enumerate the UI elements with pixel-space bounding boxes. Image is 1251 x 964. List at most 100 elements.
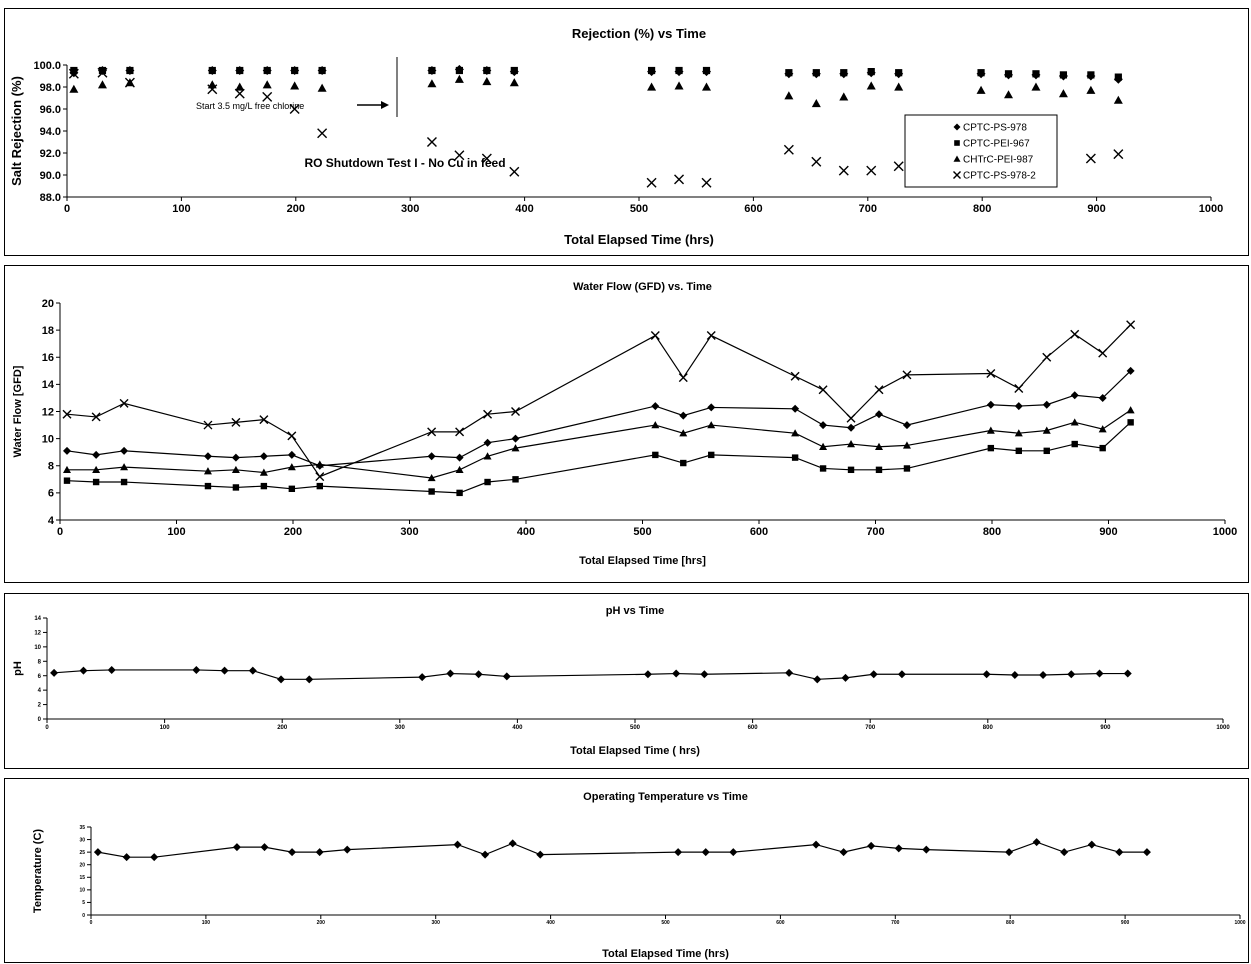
data-point — [124, 77, 135, 88]
data-point — [1067, 670, 1076, 679]
data-point — [428, 488, 435, 495]
x-tick-label: 500 — [633, 526, 651, 538]
legend-marker — [953, 123, 961, 131]
data-point — [893, 161, 904, 172]
data-point — [819, 442, 828, 450]
data-point — [482, 77, 492, 86]
data-point — [97, 80, 107, 89]
data-point — [874, 385, 884, 395]
data-point — [483, 452, 492, 460]
y-tick-label: 88.0 — [40, 192, 61, 204]
data-point — [1099, 444, 1106, 452]
x-tick-label: 0 — [64, 203, 70, 215]
x-tick-label: 200 — [287, 203, 305, 215]
x-tick-label: 800 — [983, 725, 994, 731]
data-point — [847, 440, 856, 448]
x-tick-label: 1000 — [1199, 203, 1223, 215]
data-point — [203, 420, 213, 430]
data-point — [819, 421, 828, 430]
data-point — [317, 83, 327, 92]
legend-marker — [954, 140, 960, 146]
data-point — [232, 843, 241, 852]
y-tick-label: 18 — [42, 325, 54, 337]
data-point — [260, 843, 269, 852]
data-point — [1058, 89, 1068, 98]
data-point — [672, 669, 681, 678]
data-point — [701, 177, 712, 188]
data-point — [902, 370, 912, 380]
data-point — [207, 80, 217, 89]
data-point — [846, 413, 856, 423]
chlorine-arrowhead — [381, 101, 389, 109]
data-point — [262, 80, 272, 89]
data-point — [508, 839, 517, 848]
data-point — [315, 472, 325, 482]
data-point — [91, 412, 101, 422]
data-point — [674, 848, 683, 857]
x-tick-label: 600 — [750, 526, 768, 538]
data-point — [454, 150, 465, 161]
x-tick-label: 600 — [748, 725, 759, 731]
data-point — [234, 88, 245, 99]
y-tick-label: 90.0 — [40, 170, 61, 182]
series-line — [66, 324, 1132, 478]
x-tick-label: 700 — [891, 920, 900, 926]
data-point — [839, 848, 848, 857]
temperature-chart-panel: Operating Temperature vs Time 0 100 200 300 4… — [4, 778, 1249, 963]
data-point — [902, 421, 911, 430]
y-tick-label: 10 — [42, 433, 54, 445]
x-tick-label: 200 — [284, 526, 302, 538]
data-point — [847, 466, 855, 474]
data-point — [1032, 838, 1041, 847]
data-point — [427, 427, 437, 437]
data-point — [120, 463, 129, 471]
data-point — [260, 482, 268, 490]
data-point — [454, 74, 464, 83]
data-point — [819, 465, 827, 472]
data-point — [678, 373, 688, 383]
data-point — [813, 675, 822, 684]
data-point — [1142, 848, 1151, 857]
x-tick-label: 1000 — [1216, 725, 1230, 731]
data-point — [288, 485, 296, 493]
x-tick-label: 300 — [400, 526, 418, 538]
x-tick-label: 100 — [160, 725, 171, 731]
data-point — [232, 484, 240, 491]
data-point — [122, 853, 131, 862]
data-point — [92, 465, 101, 474]
data-point — [652, 451, 659, 459]
data-point — [818, 385, 828, 395]
x-tick-label: 500 — [661, 920, 670, 926]
data-point — [120, 446, 129, 455]
y-tick-label: 35 — [79, 825, 85, 831]
data-point — [643, 670, 652, 679]
x-tick-label: 400 — [515, 203, 533, 215]
data-point — [98, 66, 107, 75]
data-point — [897, 670, 906, 679]
data-point — [1087, 840, 1096, 849]
legend-box — [904, 114, 1058, 188]
data-point — [1126, 406, 1135, 414]
chart-title: pH vs Time — [606, 605, 665, 617]
data-point — [483, 66, 491, 75]
legend-entry: CPTC-PEI-967 — [963, 139, 1030, 150]
x-tick-label: 1000 — [1213, 526, 1237, 538]
data-point — [707, 421, 716, 429]
data-point — [646, 177, 657, 188]
data-point — [418, 673, 427, 682]
data-point — [1032, 70, 1040, 78]
y-axis-label: Temperature (C) — [32, 829, 44, 913]
data-point — [455, 66, 463, 75]
data-point — [97, 67, 108, 78]
data-point — [455, 453, 464, 462]
data-point — [262, 91, 273, 102]
data-point — [791, 404, 800, 413]
data-point — [427, 473, 436, 482]
data-point — [259, 415, 269, 425]
y-tick-label: 8 — [38, 659, 42, 665]
data-point — [316, 482, 323, 490]
y-tick-label: 92.0 — [40, 148, 61, 160]
data-point — [1113, 95, 1123, 104]
data-point — [287, 450, 296, 459]
